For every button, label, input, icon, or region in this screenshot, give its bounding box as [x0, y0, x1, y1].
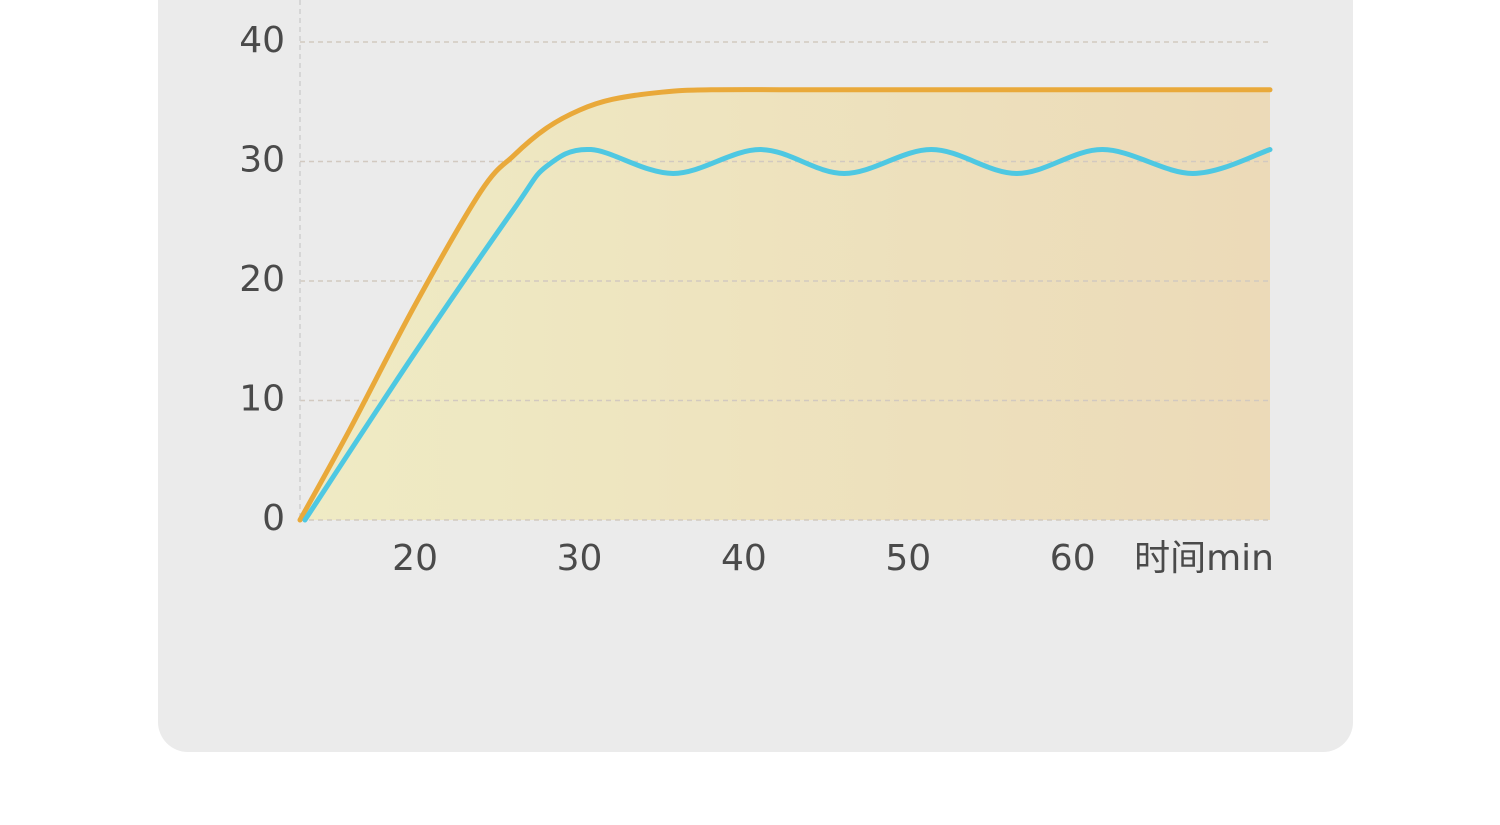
- x-tick-label: 60: [1050, 538, 1096, 579]
- y-tick-label: 10: [239, 379, 285, 420]
- x-tick-label: 20: [392, 538, 438, 579]
- plot: 0 10 20 30 40 20 30 40 50 60 时间min: [239, 0, 1274, 579]
- line: [302, 147, 1273, 523]
- x-tick-label: 30: [557, 538, 603, 579]
- x-axis-label: 时间min: [1134, 538, 1274, 579]
- y-tick-label: 0: [262, 498, 285, 539]
- x-tick-label: 40: [721, 538, 767, 579]
- y-tick-label: 30: [239, 140, 285, 181]
- line: [297, 87, 1273, 523]
- x-tick-label: 50: [885, 538, 931, 579]
- area: [300, 89, 1270, 521]
- y-tick-label: 40: [239, 20, 285, 61]
- y-tick-label: 20: [239, 259, 285, 300]
